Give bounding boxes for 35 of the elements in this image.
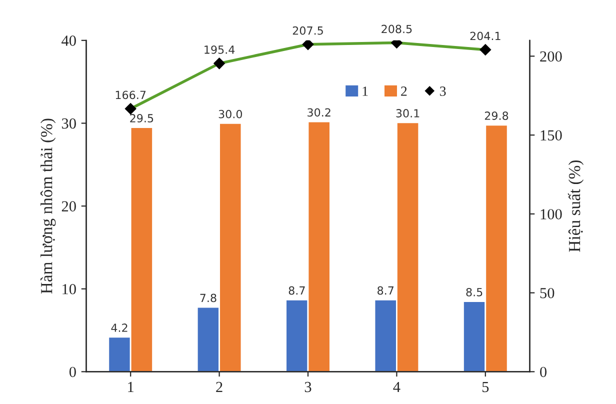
x-tick-label: 5	[482, 382, 489, 392]
y2-tick-label: 150	[540, 130, 562, 140]
data-label: 8.7	[378, 286, 394, 295]
data-label: 195.4	[204, 45, 235, 54]
data-label: 29.8	[484, 112, 508, 120]
y2-tick-label: 200	[540, 51, 562, 62]
data-label: 30.0	[218, 110, 242, 118]
data-label: 7.8	[200, 294, 216, 302]
legend-label: 3	[440, 86, 446, 96]
y2-axis-title: Hiệu suất (%)	[568, 160, 584, 252]
data-label: 30.1	[396, 109, 420, 118]
y-tick-label: 40	[62, 36, 76, 46]
x-tick-label: 1	[128, 382, 134, 392]
data-label: 208.5	[382, 24, 412, 34]
data-label: 30.2	[308, 108, 330, 117]
x-tick-label: 4	[393, 382, 400, 392]
y2-tick-label: 50	[540, 288, 554, 298]
data-label: 166.7	[116, 90, 146, 100]
data-label: 8.7	[288, 286, 305, 295]
data-label: 4.2	[111, 324, 128, 332]
y-tick-label: 20	[62, 201, 76, 212]
data-label: 8.5	[466, 288, 482, 296]
y2-tick-label: 0	[540, 366, 547, 378]
y-axis-title: Hàm lượng nhôm thải (%)	[40, 118, 56, 294]
data-label: 204.1	[470, 32, 500, 40]
legend-label: 2	[401, 86, 407, 96]
x-tick-label: 3	[304, 382, 312, 392]
legend-label: 1	[362, 86, 368, 96]
y2-tick-label: 100	[540, 209, 562, 220]
data-label: 29.5	[130, 114, 154, 122]
x-tick-label: 2	[216, 382, 222, 392]
y-tick-label: 30	[62, 118, 76, 129]
data-label: 207.5	[292, 26, 323, 35]
y-tick-label: 0	[69, 366, 76, 378]
y-tick-label: 10	[62, 284, 76, 294]
